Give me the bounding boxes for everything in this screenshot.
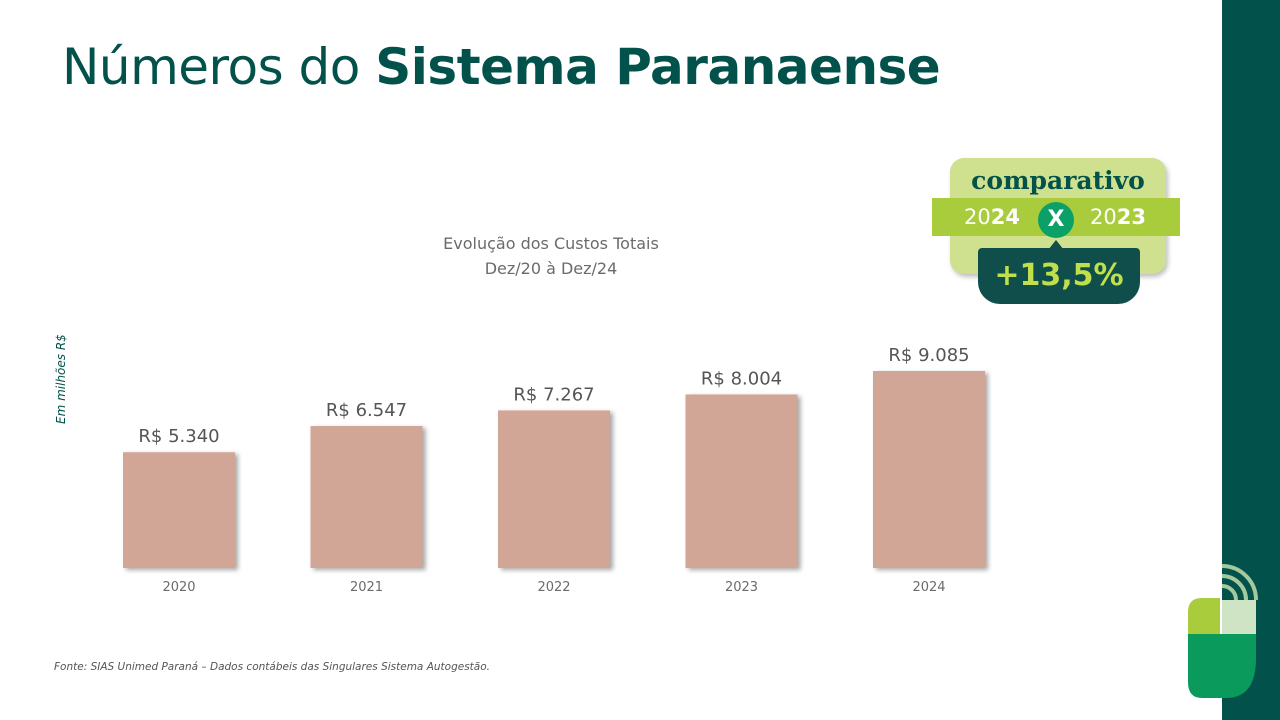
bar-2024	[873, 371, 985, 568]
bar-chart: Evolução dos Custos Totais Dez/20 à Dez/…	[123, 234, 985, 595]
category-label-2024: 2024	[912, 580, 945, 595]
category-label-2022: 2022	[537, 580, 570, 595]
title-bold: Sistema Paranaense	[375, 38, 941, 96]
bar-2023	[685, 394, 798, 568]
bar-2022	[498, 410, 610, 568]
value-label-2021: R$ 6.547	[326, 400, 407, 421]
comparison-badge: comparativo 2024 X 2023 +13,5%	[932, 156, 1184, 308]
category-label-2021: 2021	[350, 580, 383, 595]
year-current-prefix: 20	[964, 205, 991, 229]
year-previous-suffix: 23	[1116, 205, 1146, 229]
value-label-2022: R$ 7.267	[513, 384, 594, 405]
page-title: Números do Sistema Paranaense	[62, 38, 941, 96]
badge-title: comparativo	[971, 166, 1145, 195]
bar-2021	[310, 426, 423, 568]
unimed-logo-icon	[1188, 564, 1258, 698]
year-previous-prefix: 20	[1090, 205, 1117, 229]
value-label-2020: R$ 5.340	[138, 426, 219, 447]
value-label-2024: R$ 9.085	[888, 345, 969, 366]
badge-year-current: 2024	[964, 205, 1020, 229]
badge-pointer	[1048, 240, 1064, 250]
bar-2020	[123, 452, 235, 568]
source-note: Fonte: SIAS Unimed Paraná – Dados contáb…	[54, 661, 490, 673]
badge-year-previous: 2023	[1090, 205, 1146, 229]
versus-x-icon: X	[1038, 202, 1074, 238]
category-label-2020: 2020	[162, 580, 195, 595]
category-label-2023: 2023	[725, 580, 758, 595]
badge-percent-pill	[978, 248, 1140, 304]
title-regular: Números do	[62, 38, 376, 96]
year-current-suffix: 24	[990, 205, 1020, 229]
chart-title: Evolução dos Custos Totais	[443, 234, 659, 253]
value-label-2023: R$ 8.004	[701, 368, 782, 389]
chart-subtitle: Dez/20 à Dez/24	[485, 259, 618, 278]
badge-percent: +13,5%	[994, 258, 1124, 293]
